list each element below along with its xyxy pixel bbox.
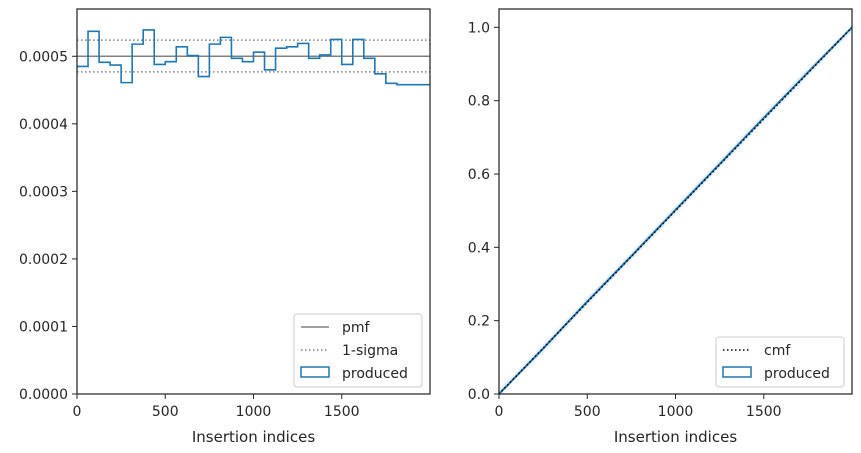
pmf-histogram-panel: 0 500 1000 1500 0.00000.00010.00020.00030.0… [19,8,431,446]
left-y-tick-label: 0.0000 [19,387,68,403]
right-x-tick-label: 1000 [658,404,694,420]
right-x-axis-label: Insertion indices [614,428,737,446]
right-x-tick-label: 500 [574,404,601,420]
left-x-tick-label: 1500 [324,404,360,420]
right-y-tick-label: 0.4 [468,240,490,256]
right-y-tick-label: 0.8 [468,94,490,110]
cmf-line [498,26,853,395]
left-y-tick-label: 0.0003 [19,184,68,200]
right-y-tick-label: 0.2 [468,314,490,330]
right-y-axis-ticks: 0.0 0.2 0.4 0.6 0.8 1.0 [468,20,499,403]
right-y-tick-label: 1.0 [468,20,490,36]
right-x-axis-ticks: 0 500 1000 1500 [495,394,782,420]
left-produced-series [77,29,430,86]
left-y-tick-label: 0.0002 [19,252,68,268]
legend-produced-swatch [300,366,330,378]
right-plot-area [499,9,852,394]
legend-1-sigma-label: 1-sigma [342,343,398,359]
left-y-tick-label: 0.0005 [19,49,68,65]
left-legend-box [293,313,423,388]
left-y-tick-label: 0.0004 [19,117,68,133]
right-x-tick-label: 1500 [746,404,782,420]
legend-pmf-label: pmf [342,320,371,336]
legend-produced-swatch-right [722,366,752,378]
legend-produced-label: produced [342,366,408,382]
cmf-panel: 0 500 1000 1500 0.0 0.2 0.4 0.6 0.8 1.0 Insertio… [468,8,853,446]
left-x-axis-ticks: 0 500 1000 1500 [73,394,360,420]
right-x-tick-label: 0 [495,404,504,420]
legend-cmf-label: cmf [764,343,791,359]
produced-step-line [77,29,430,86]
left-x-axis-label: Insertion indices [192,428,315,446]
right-y-tick-label: 0.6 [468,167,490,183]
legend-produced-label-right: produced [764,366,830,382]
right-y-tick-label: 0.0 [468,387,490,403]
right-legend: cmf produced [715,336,845,388]
left-y-tick-label: 0.0001 [19,319,68,335]
left-legend: pmf 1-sigma produced [293,313,423,388]
right-series-lines [498,26,853,395]
left-x-tick-label: 0 [73,404,82,420]
left-x-tick-label: 500 [152,404,179,420]
left-x-tick-label: 1000 [236,404,272,420]
left-y-axis-ticks: 0.0000 0.0001 0.0002 0.0003 0.0004 0.0005 [19,49,77,403]
